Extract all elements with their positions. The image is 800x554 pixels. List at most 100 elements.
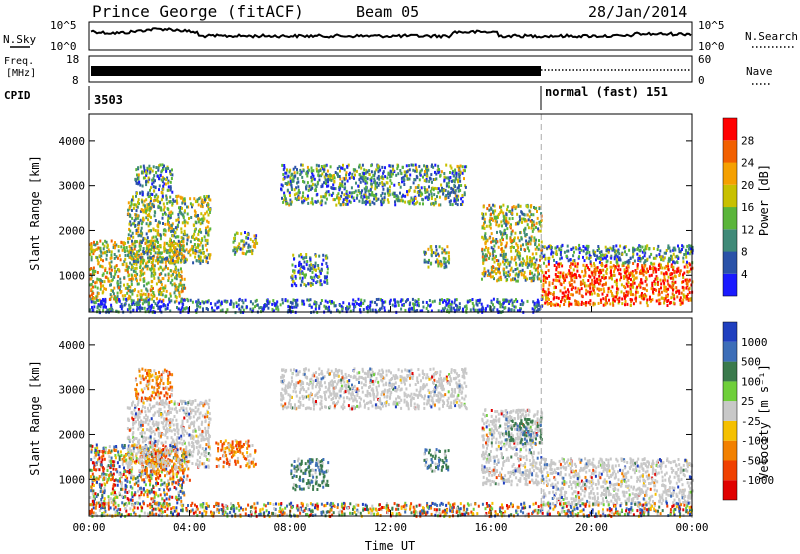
echo-cell [294, 299, 297, 302]
echo-cell [319, 271, 322, 275]
echo-cell [596, 277, 598, 281]
echo-cell [648, 274, 651, 278]
echo-cell [149, 192, 152, 196]
echo-cell [198, 197, 201, 201]
echo-cell [233, 247, 236, 251]
echo-cell [510, 232, 513, 236]
echo-cell [654, 282, 657, 286]
echo-cell [96, 240, 98, 244]
echo-cell [631, 270, 634, 274]
echo-cell [148, 250, 151, 254]
echo-cell [504, 275, 507, 279]
echo-cell [449, 171, 451, 174]
echo-cell [127, 240, 130, 244]
echo-cell [294, 264, 297, 268]
echo-cell [117, 275, 120, 279]
echo-cell [395, 197, 398, 201]
echo-cell [508, 217, 511, 221]
echo-cell [660, 255, 663, 259]
echo-cell [151, 193, 154, 196]
echo-cell [383, 196, 386, 200]
echo-cell [174, 294, 177, 298]
echo-cell [443, 172, 446, 175]
echo-cell [156, 246, 159, 250]
echo-cell [571, 271, 573, 275]
echo-cell [131, 303, 134, 306]
echo-cell [505, 219, 508, 223]
echo-cell [361, 163, 364, 167]
echo-cell [361, 201, 364, 205]
echo-cell [186, 242, 188, 246]
echo-cell [485, 224, 488, 228]
echo-cell [329, 176, 332, 179]
echo-cell [416, 176, 419, 180]
echo-cell [142, 278, 145, 281]
echo-cell [251, 309, 254, 313]
echo-cell [609, 265, 612, 269]
echo-cell [161, 268, 164, 272]
echo-cell [402, 304, 405, 307]
echo-cell [313, 177, 316, 181]
echo-cell [196, 302, 199, 306]
echo-cell [127, 201, 130, 205]
echo-cell [650, 261, 653, 265]
echo-cell [651, 267, 654, 270]
echo-cell [469, 308, 472, 312]
echo-cell [501, 305, 504, 309]
echo-cell [614, 265, 617, 269]
echo-cell [325, 256, 328, 260]
echo-cell [316, 180, 319, 184]
echo-cell [229, 302, 232, 306]
echo-cell [177, 253, 180, 257]
echo-cell [642, 256, 644, 260]
echo-cell [126, 270, 129, 274]
echo-cell [152, 258, 155, 262]
echo-cell [377, 166, 380, 170]
echo-cell [619, 268, 622, 272]
echo-cell [556, 245, 559, 249]
echo-cell [391, 192, 394, 196]
echo-cell [131, 222, 134, 226]
echo-cell [155, 259, 158, 263]
echo-cell [271, 308, 274, 311]
echo-cell [430, 245, 433, 248]
echo-cell [151, 245, 154, 249]
echo-cell [558, 265, 561, 269]
echo-cell [259, 306, 262, 309]
echo-cell [618, 256, 621, 260]
echo-cell [105, 305, 107, 309]
echo-cell [555, 252, 558, 256]
echo-cell [606, 301, 609, 305]
echo-cell [297, 190, 300, 194]
echo-cell [177, 497, 180, 501]
echo-cell [149, 199, 152, 203]
echo-cell [515, 205, 518, 209]
echo-cell [453, 301, 456, 305]
echo-cell [242, 240, 245, 244]
echo-cell [131, 216, 134, 220]
echo-cell [532, 262, 535, 266]
echo-cell [172, 200, 175, 203]
nsearch-label: N.Search [745, 30, 798, 43]
echo-cell [536, 277, 539, 281]
echo-cell [664, 251, 667, 255]
echo-cell [199, 228, 202, 232]
echo-cell [532, 227, 535, 231]
echo-cell [456, 304, 458, 308]
echo-cell [501, 224, 503, 228]
echo-cell [296, 168, 298, 172]
echo-cell [635, 270, 638, 274]
echo-cell [193, 209, 196, 213]
echo-cell [101, 265, 104, 269]
echo-cell [154, 302, 157, 306]
echo-cell [552, 251, 555, 255]
echo-cell [423, 258, 426, 262]
echo-cell [555, 296, 558, 300]
echo-cell [675, 286, 678, 290]
echo-cell [663, 301, 666, 305]
echo-cell [398, 182, 401, 186]
echo-cell [105, 287, 107, 291]
echo-cell [150, 248, 153, 252]
echo-cell [532, 275, 535, 278]
echo-cell [516, 212, 519, 216]
